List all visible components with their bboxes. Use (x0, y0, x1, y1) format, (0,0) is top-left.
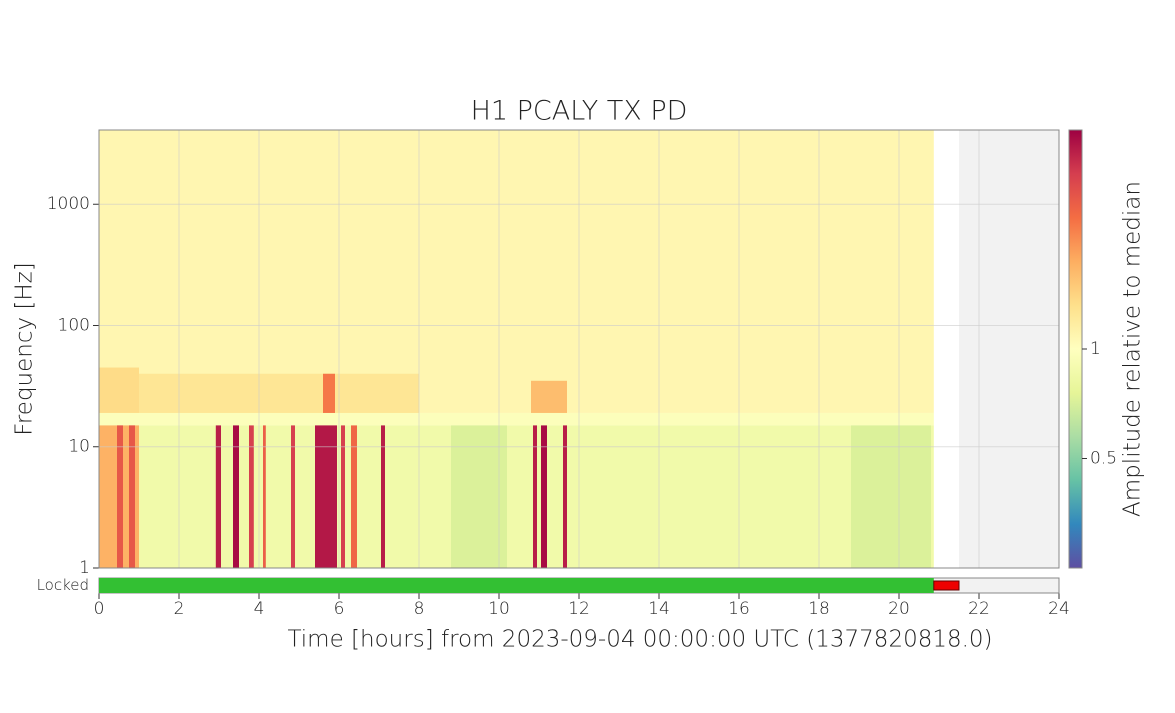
spectrogram-cell (117, 425, 123, 568)
x-tick-label: 0 (94, 599, 105, 619)
x-tick-label: 22 (968, 599, 990, 619)
x-tick-label: 12 (568, 599, 590, 619)
y-tick-label: 10 (68, 437, 90, 457)
spectrogram-cell (351, 425, 357, 568)
spectrogram-cell (563, 425, 567, 568)
spectrogram-cell (129, 425, 135, 568)
colorbar-label: Amplitude relative to median (1120, 181, 1146, 517)
spectrogram-cell (99, 412, 934, 426)
x-tick-label: 6 (334, 599, 345, 619)
spectrogram-cell (233, 425, 239, 568)
state-label: Locked (37, 576, 89, 594)
spectrogram-cell (323, 373, 335, 413)
y-tick-label: 1 (79, 558, 90, 578)
no-data-region (959, 130, 1059, 568)
x-tick-label: 8 (414, 599, 425, 619)
spectrogram-cell (99, 367, 139, 413)
y-tick-label: 1000 (47, 194, 90, 214)
spectrogram-cell (541, 425, 547, 568)
colorbar-tick-label: 1 (1090, 339, 1101, 359)
spectrogram-cell (851, 425, 931, 568)
spectrogram-cell (139, 373, 419, 413)
x-axis-label: Time [hours] from 2023-09-04 00:00:00 UT… (287, 627, 992, 653)
state-segment (99, 578, 934, 593)
spectrogram-cell (263, 425, 266, 568)
state-segment (933, 580, 960, 591)
spectrogram-cell (315, 425, 337, 568)
colorbar-tick-label: 0.5 (1090, 449, 1117, 469)
spectrogram-cell (341, 425, 345, 568)
spectrogram-cell (215, 425, 221, 568)
x-tick-label: 2 (174, 599, 185, 619)
x-tick-label: 16 (728, 599, 750, 619)
x-tick-label: 14 (648, 599, 670, 619)
colorbar (1068, 129, 1083, 569)
x-tick-label: 20 (888, 599, 910, 619)
y-tick-label: 100 (58, 315, 90, 335)
spectrogram-cell (99, 130, 934, 413)
spectrogram-cell (531, 380, 567, 413)
x-tick-label: 24 (1048, 599, 1070, 619)
spectrogram-cell (533, 425, 537, 568)
y-axis-label: Frequency [Hz] (12, 262, 38, 435)
chart-title: H1 PCALY TX PD (471, 96, 688, 127)
spectrogram-cell (249, 425, 254, 568)
plot-frame (98, 129, 1060, 569)
spectrogram-cell (381, 425, 385, 568)
x-tick-label: 10 (488, 599, 510, 619)
spectrogram-cell (291, 425, 295, 568)
x-tick-label: 18 (808, 599, 830, 619)
x-tick-label: 4 (254, 599, 265, 619)
spectrogram-cell (451, 425, 507, 568)
